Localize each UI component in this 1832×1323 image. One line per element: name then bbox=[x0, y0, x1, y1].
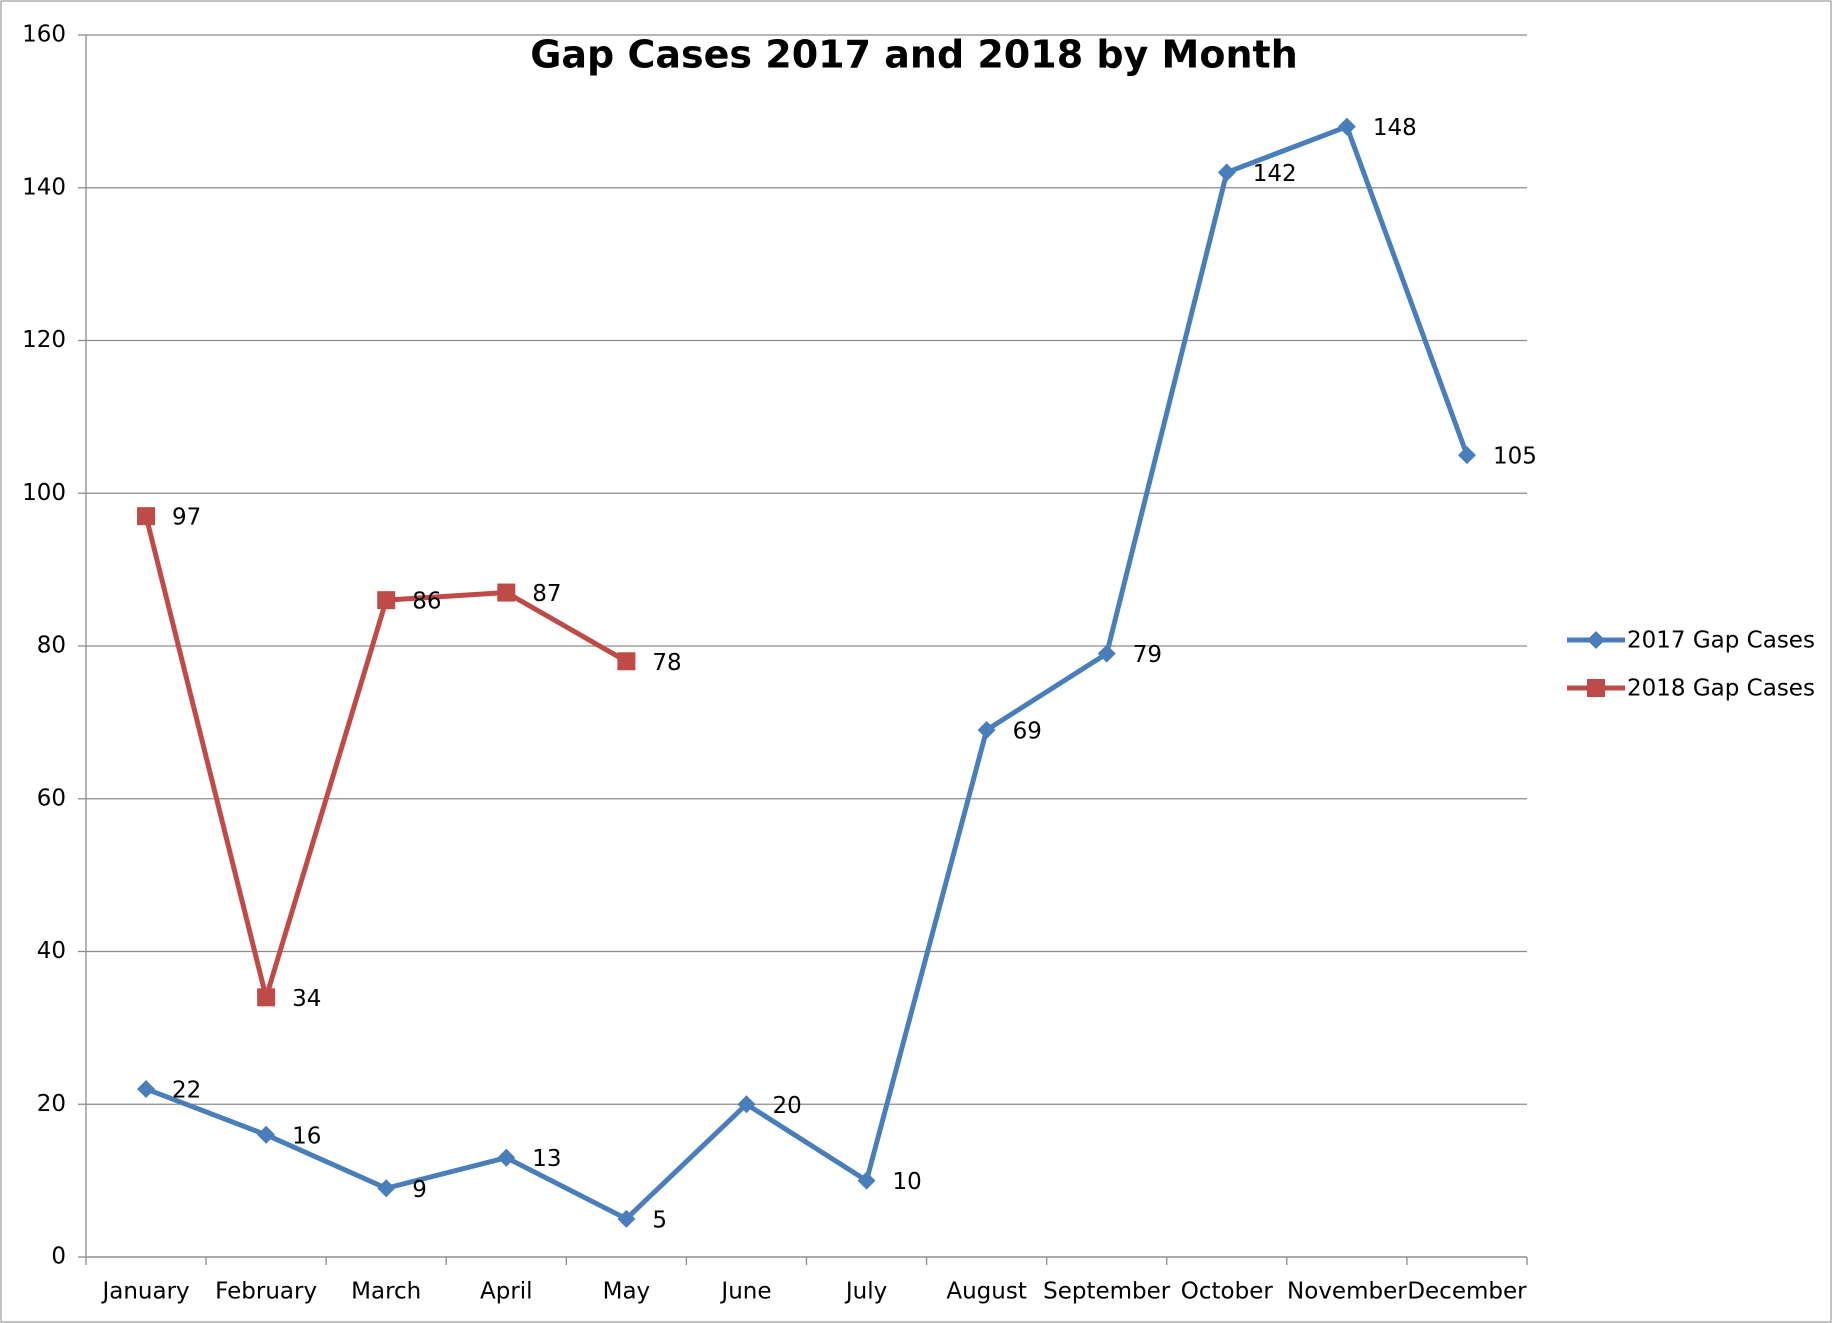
y-tick-label: 160 bbox=[22, 22, 66, 48]
legend-marker bbox=[1587, 679, 1605, 697]
marker bbox=[857, 1171, 876, 1190]
marker bbox=[137, 507, 156, 526]
data-label: 20 bbox=[772, 1093, 801, 1119]
marker bbox=[497, 583, 516, 602]
marker bbox=[617, 1209, 636, 1228]
y-tick-label: 80 bbox=[37, 633, 66, 659]
marker bbox=[977, 721, 996, 740]
marker bbox=[1097, 644, 1116, 663]
data-label: 142 bbox=[1253, 161, 1297, 187]
marker bbox=[1217, 163, 1236, 182]
x-tick-label: February bbox=[215, 1279, 317, 1305]
marker bbox=[377, 1179, 396, 1198]
data-label: 22 bbox=[172, 1077, 201, 1103]
data-label: 13 bbox=[532, 1146, 561, 1172]
marker bbox=[737, 1095, 756, 1114]
x-tick-label: January bbox=[100, 1279, 189, 1305]
x-tick-label: April bbox=[480, 1279, 533, 1305]
marker bbox=[1457, 446, 1476, 465]
x-tick-label: September bbox=[1043, 1279, 1171, 1305]
data-label: 86 bbox=[412, 589, 441, 615]
marker bbox=[377, 591, 396, 610]
data-label: 34 bbox=[292, 986, 321, 1012]
x-tick-label: May bbox=[603, 1279, 651, 1305]
data-label: 97 bbox=[172, 505, 201, 531]
marker bbox=[1337, 117, 1356, 136]
data-label: 105 bbox=[1493, 444, 1537, 470]
data-label: 69 bbox=[1013, 719, 1042, 745]
x-tick-label: March bbox=[351, 1279, 421, 1305]
data-label: 148 bbox=[1373, 115, 1417, 141]
marker bbox=[257, 988, 276, 1007]
data-label: 78 bbox=[652, 650, 681, 676]
x-tick-label: November bbox=[1287, 1279, 1407, 1305]
x-tick-label: August bbox=[946, 1279, 1027, 1305]
marker bbox=[257, 1125, 276, 1144]
chart-title: Gap Cases 2017 and 2018 by Month bbox=[530, 33, 1298, 77]
y-tick-label: 100 bbox=[22, 480, 66, 506]
y-tick-label: 40 bbox=[37, 938, 66, 964]
x-tick-label: December bbox=[1407, 1279, 1527, 1305]
y-tick-label: 20 bbox=[37, 1091, 66, 1117]
x-tick-label: June bbox=[719, 1279, 771, 1305]
marker bbox=[617, 652, 636, 671]
data-label: 5 bbox=[652, 1207, 667, 1233]
x-tick-label: October bbox=[1181, 1279, 1274, 1305]
legend-label: 2018 Gap Cases bbox=[1627, 676, 1815, 702]
series-line bbox=[145, 124, 1470, 1222]
data-label: 9 bbox=[412, 1177, 427, 1203]
legend-marker bbox=[1587, 631, 1605, 649]
y-tick-label: 120 bbox=[22, 327, 66, 353]
data-label: 79 bbox=[1133, 642, 1162, 668]
data-label: 87 bbox=[532, 581, 561, 607]
y-tick-label: 140 bbox=[22, 174, 66, 200]
x-tick-label: July bbox=[844, 1279, 887, 1305]
y-tick-label: 60 bbox=[37, 785, 66, 811]
marker bbox=[497, 1148, 516, 1167]
data-label: 16 bbox=[292, 1123, 321, 1149]
y-tick-label: 0 bbox=[51, 1244, 66, 1270]
marker bbox=[137, 1079, 156, 1098]
legend-label: 2017 Gap Cases bbox=[1627, 628, 1815, 654]
data-label: 10 bbox=[893, 1169, 922, 1195]
